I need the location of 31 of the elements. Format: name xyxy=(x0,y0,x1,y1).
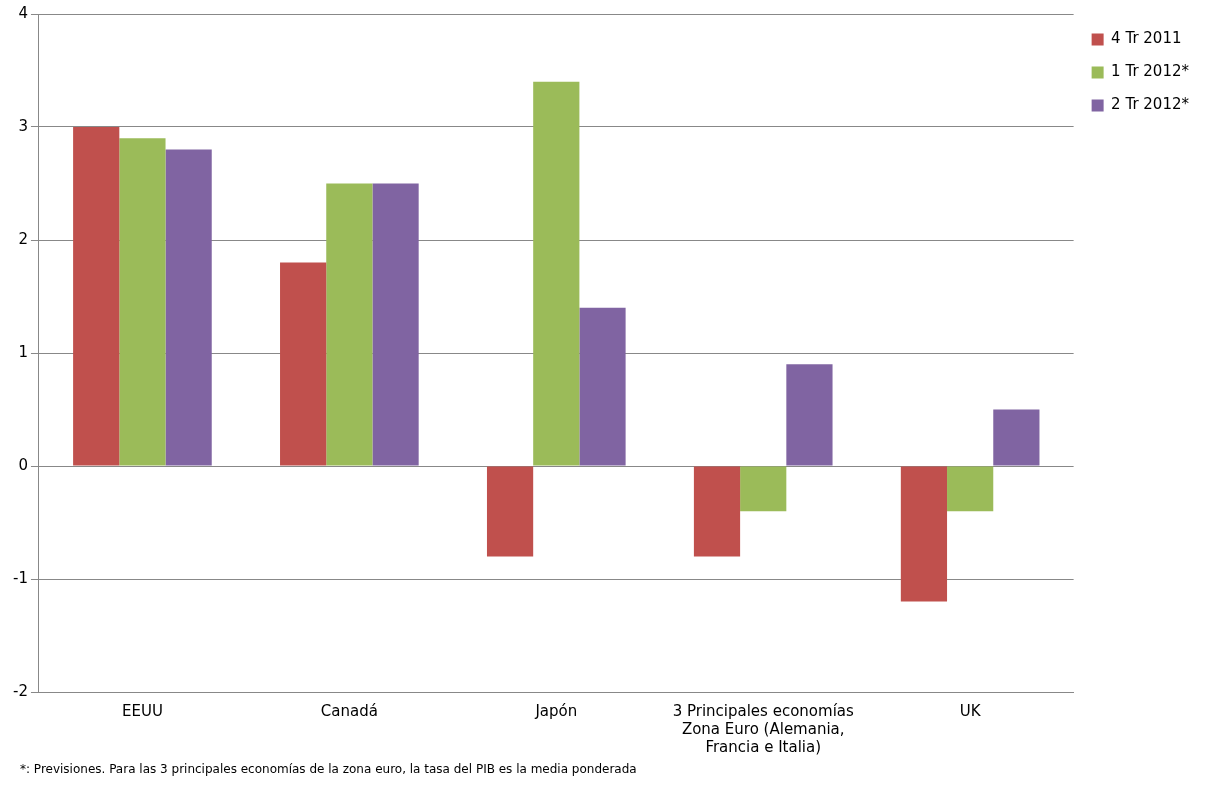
x-tick-label: Japón xyxy=(534,701,578,720)
bar xyxy=(280,262,327,466)
y-tick-label: 4 xyxy=(18,3,28,22)
bar xyxy=(372,183,419,466)
bar xyxy=(993,409,1040,466)
bar xyxy=(326,183,373,466)
bar xyxy=(165,149,212,466)
legend-label: 1 Tr 2012* xyxy=(1111,62,1190,81)
y-tick-label: 2 xyxy=(18,229,28,248)
bar xyxy=(693,466,741,557)
y-tick-label: 0 xyxy=(18,455,28,474)
bar xyxy=(786,364,833,466)
legend-label: 4 Tr 2011 xyxy=(1111,29,1182,48)
bar xyxy=(579,307,626,466)
y-tick-label: -2 xyxy=(12,681,28,700)
text: *: Previsiones. Para las 3 principales economías de la zona euro, la tasa del PIB es la media ponderada xyxy=(20,762,637,776)
x-tick-label: Canadá xyxy=(320,701,378,720)
y-tick-label: -1 xyxy=(12,568,28,587)
x-tick-label: 3 Principales economías Zona Euro (Alemania, Francia e Italia) xyxy=(672,701,854,756)
bar xyxy=(947,466,994,512)
x-tick-label: UK xyxy=(959,701,982,720)
legend-label: 2 Tr 2012* xyxy=(1111,95,1190,114)
bar xyxy=(73,127,120,466)
bar xyxy=(533,81,580,466)
x-tick-label: EEUU xyxy=(121,701,163,720)
bar xyxy=(119,138,166,466)
bar xyxy=(900,466,948,602)
y-tick-label: 1 xyxy=(18,342,28,361)
bar xyxy=(740,466,787,512)
bar xyxy=(486,466,534,557)
y-tick-label: 3 xyxy=(18,116,28,135)
